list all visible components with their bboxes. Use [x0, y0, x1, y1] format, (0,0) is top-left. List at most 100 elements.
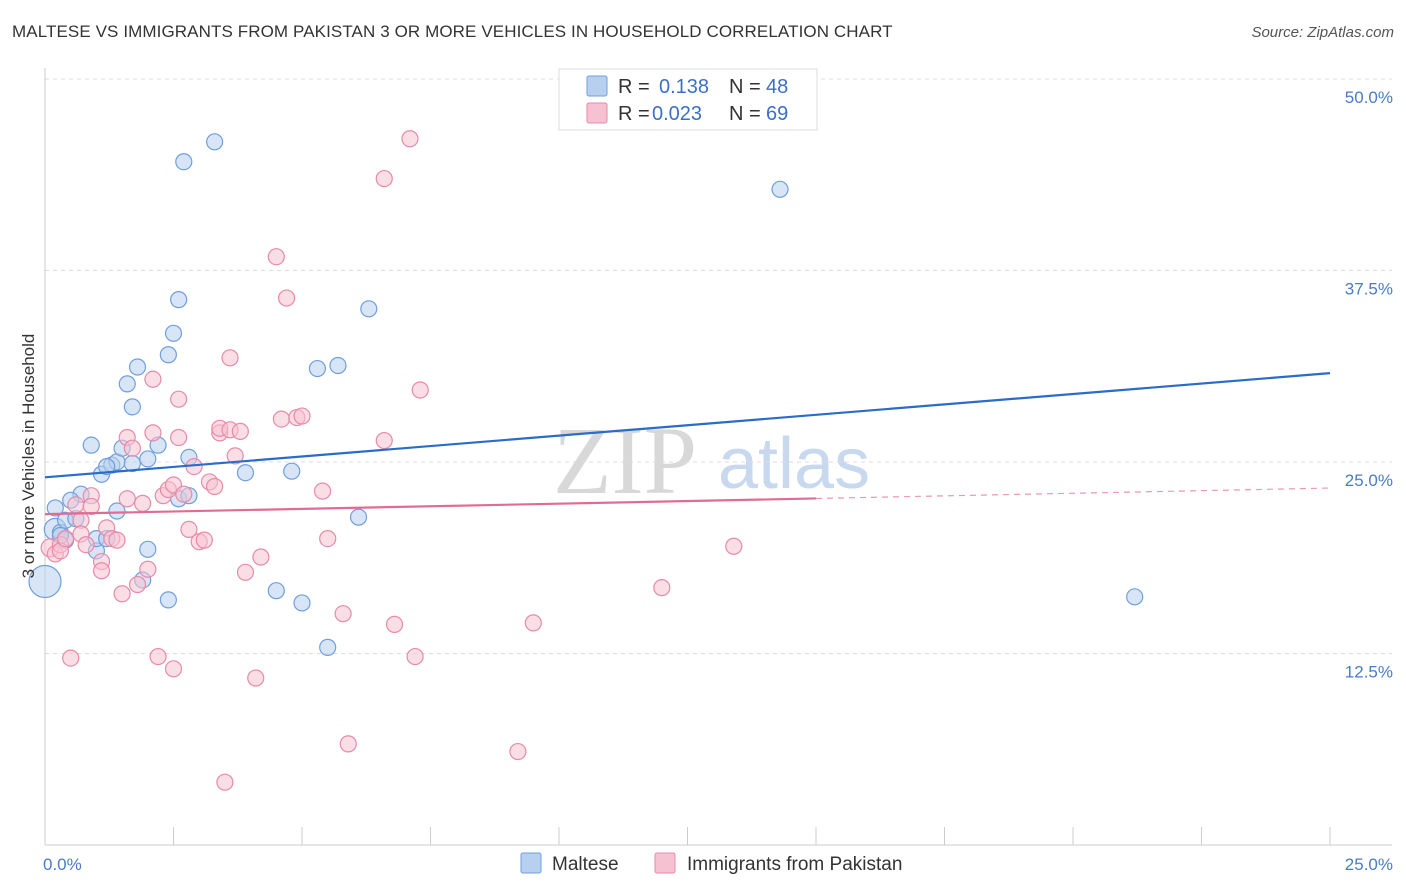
point-maltese-18 — [123, 398, 141, 416]
point-maltese-27 — [164, 324, 183, 342]
point-pakistan-47 — [247, 669, 265, 687]
point-maltese-46 — [98, 457, 116, 476]
point-maltese-2 — [46, 499, 64, 517]
point-pakistan-45 — [231, 422, 249, 440]
point-maltese-42 — [360, 300, 378, 318]
legend-n-value-pakistan: 69 — [766, 103, 788, 125]
point-pakistan-44 — [226, 447, 244, 465]
legend-n-label-pakistan: N = — [729, 103, 761, 125]
point-pakistan-33 — [180, 520, 198, 539]
point-maltese-26 — [159, 591, 177, 609]
legend-swatch-maltese — [586, 75, 608, 97]
y-tick-label-2: 37.5% — [1345, 280, 1393, 299]
point-pakistan-12 — [92, 562, 111, 580]
point-pakistan-54 — [313, 482, 332, 500]
point-maltese-40 — [329, 356, 347, 375]
correlation-legend: R = 0.138 N = 48 R = 0.023 N = 69 — [558, 68, 818, 131]
point-maltese-23 — [139, 540, 157, 558]
legend-n-value-maltese: 48 — [766, 76, 788, 98]
point-pakistan-55 — [319, 529, 337, 548]
point-pakistan-24 — [144, 370, 162, 388]
point-maltese-25 — [159, 346, 177, 364]
point-pakistan-5 — [62, 649, 80, 667]
point-maltese-38 — [308, 359, 327, 378]
legend-r-label-pakistan: R = — [618, 103, 650, 125]
trend-line-pakistan-extension — [815, 487, 1331, 500]
point-maltese-34 — [236, 464, 255, 482]
y-tick-label-3: 50.0% — [1345, 88, 1393, 107]
trend-line-maltese — [44, 372, 1331, 479]
point-pakistan-16 — [113, 585, 131, 603]
point-pakistan-15 — [108, 531, 126, 549]
point-pakistan-67 — [725, 537, 743, 555]
point-pakistan-22 — [139, 560, 157, 578]
point-maltese-41 — [349, 508, 368, 526]
point-pakistan-36 — [195, 531, 213, 549]
watermark: ZIP atlas — [553, 407, 870, 514]
point-pakistan-21 — [134, 494, 152, 512]
point-pakistan-62 — [406, 647, 424, 666]
point-maltese-44 — [1126, 588, 1144, 606]
point-pakistan-41 — [216, 773, 234, 791]
point-pakistan-64 — [509, 742, 527, 761]
point-pakistan-68 — [82, 497, 100, 516]
series-legend-label-maltese: Maltese — [552, 854, 619, 875]
series-legend-label-pakistan: Immigrants from Pakistan — [687, 854, 902, 875]
point-pakistan-46 — [236, 563, 255, 581]
point-maltese-22 — [139, 450, 157, 468]
trend-line-pakistan — [44, 497, 817, 516]
point-maltese-29 — [170, 291, 188, 309]
x-tick-label-1: 25.0% — [1345, 855, 1393, 874]
point-maltese-43 — [771, 180, 789, 198]
chart-source: Source: ZipAtlas.com — [1251, 24, 1394, 41]
point-pakistan-58 — [375, 169, 393, 188]
point-pakistan-57 — [339, 735, 357, 753]
y-tick-label-0: 12.5% — [1345, 663, 1393, 682]
legend-n-label-maltese: N = — [729, 76, 761, 98]
point-pakistan-6 — [67, 496, 85, 514]
point-pakistan-51 — [277, 289, 296, 307]
point-pakistan-20 — [128, 575, 147, 594]
point-pakistan-30 — [170, 390, 188, 408]
watermark-zip: ZIP — [553, 407, 697, 514]
point-pakistan-59 — [375, 431, 393, 450]
point-pakistan-43 — [221, 349, 239, 367]
y-axis-label: 3 or more Vehicles in Household — [19, 334, 38, 579]
point-pakistan-60 — [385, 615, 404, 633]
point-maltese-33 — [206, 133, 224, 151]
point-pakistan-4 — [56, 529, 75, 548]
point-pakistan-49 — [267, 248, 285, 266]
chart-title: MALTESE VS IMMIGRANTS FROM PAKISTAN 3 OR… — [12, 22, 893, 41]
point-pakistan-66 — [653, 579, 671, 597]
point-pakistan-48 — [252, 548, 270, 566]
axes — [44, 68, 1392, 846]
point-pakistan-9 — [77, 536, 95, 554]
point-pakistan-61 — [401, 130, 419, 148]
point-pakistan-18 — [118, 490, 136, 508]
legend-swatch-pakistan — [586, 102, 608, 124]
trend-lines — [44, 372, 1331, 516]
point-pakistan-31 — [170, 428, 188, 447]
point-pakistan-19 — [123, 439, 141, 457]
point-pakistan-63 — [411, 381, 429, 399]
point-maltese-8 — [82, 436, 100, 454]
point-maltese-36 — [283, 462, 301, 480]
point-maltese-1 — [28, 564, 62, 599]
point-pakistan-23 — [144, 424, 162, 442]
series-legend-swatch-pakistan — [654, 852, 676, 874]
point-pakistan-56 — [334, 605, 352, 623]
point-maltese-17 — [118, 375, 136, 393]
point-pakistan-25 — [149, 647, 167, 666]
legend-r-label-maltese: R = — [618, 76, 650, 98]
point-pakistan-38 — [206, 477, 224, 496]
watermark-atlas: atlas — [718, 424, 870, 504]
point-pakistan-32 — [175, 485, 193, 503]
legend-r-value-maltese: 0.138 — [659, 76, 709, 98]
series-legend: Maltese Immigrants from Pakistan — [520, 852, 902, 875]
legend-r-value-pakistan: 0.023 — [652, 103, 702, 125]
series-legend-swatch-maltese — [520, 852, 542, 874]
data-points — [28, 130, 1144, 791]
point-pakistan-53 — [293, 407, 311, 425]
point-pakistan-28 — [164, 660, 183, 678]
